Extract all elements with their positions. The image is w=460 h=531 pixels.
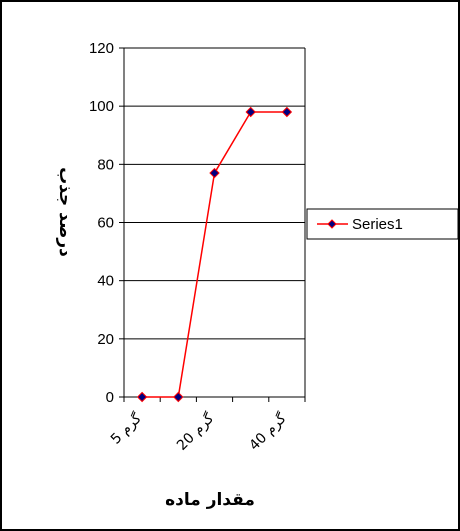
- gridlines: [124, 47, 305, 340]
- y-tick-label-120: 120: [89, 40, 114, 57]
- y-tick-label-40: 40: [97, 273, 114, 290]
- legend-label: Series1: [352, 216, 403, 233]
- legend: Series1: [306, 208, 459, 240]
- x-axis-title: مقدار ماده: [165, 490, 255, 510]
- data-point-0-0: [136, 391, 148, 403]
- y-tick-label-100: 100: [89, 98, 114, 115]
- data-point-0-2: [209, 167, 220, 179]
- y-tick-label-20: 20: [97, 331, 114, 348]
- y-axis-title: درصد جذب: [55, 167, 75, 257]
- data-point-0-1: [173, 391, 184, 403]
- axes: [119, 47, 306, 402]
- y-tick-label-80: 80: [97, 156, 114, 173]
- y-tick-label-60: 60: [97, 215, 114, 232]
- data-point-0-3: [245, 106, 256, 118]
- y-tick-label-0: 0: [106, 389, 114, 406]
- data-point-0-4: [281, 106, 293, 118]
- legend-marker: [327, 219, 337, 229]
- series-line-group: [136, 106, 293, 403]
